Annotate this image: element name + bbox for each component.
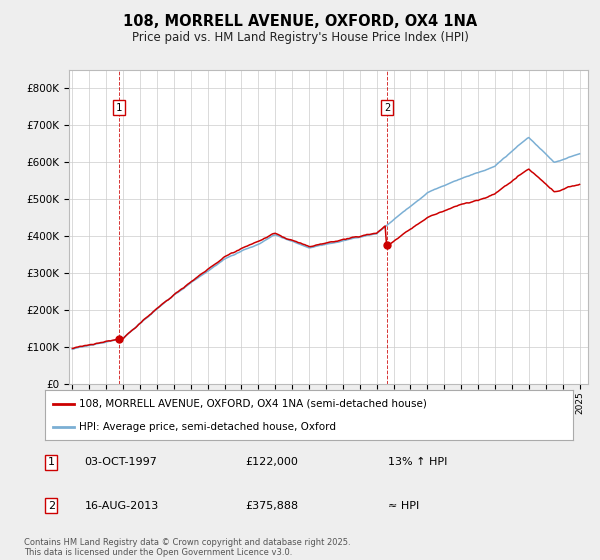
Text: 2: 2 [384,102,390,113]
Text: 1: 1 [116,102,122,113]
Text: Contains HM Land Registry data © Crown copyright and database right 2025.
This d: Contains HM Land Registry data © Crown c… [24,538,350,557]
Text: 108, MORRELL AVENUE, OXFORD, OX4 1NA: 108, MORRELL AVENUE, OXFORD, OX4 1NA [123,14,477,29]
Text: 16-AUG-2013: 16-AUG-2013 [85,501,159,511]
Text: 13% ↑ HPI: 13% ↑ HPI [388,458,448,468]
Text: 108, MORRELL AVENUE, OXFORD, OX4 1NA (semi-detached house): 108, MORRELL AVENUE, OXFORD, OX4 1NA (se… [79,399,427,409]
Text: HPI: Average price, semi-detached house, Oxford: HPI: Average price, semi-detached house,… [79,422,337,432]
Text: 1: 1 [48,458,55,468]
Text: ≈ HPI: ≈ HPI [388,501,419,511]
Text: £122,000: £122,000 [245,458,299,468]
Text: Price paid vs. HM Land Registry's House Price Index (HPI): Price paid vs. HM Land Registry's House … [131,31,469,44]
Text: 03-OCT-1997: 03-OCT-1997 [85,458,157,468]
Text: 2: 2 [48,501,55,511]
Text: £375,888: £375,888 [245,501,299,511]
